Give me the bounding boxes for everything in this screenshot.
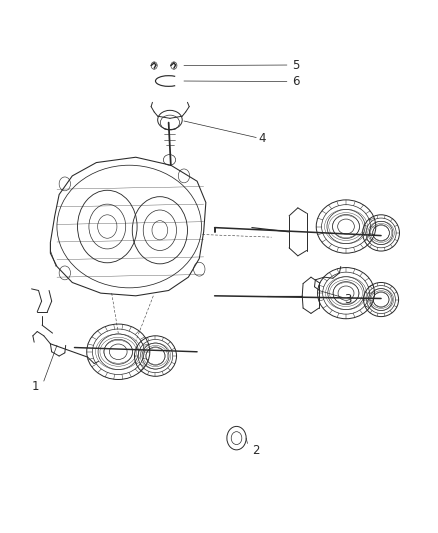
Text: 6: 6 — [293, 75, 300, 88]
Text: 1: 1 — [32, 380, 40, 393]
Text: 2: 2 — [252, 444, 259, 457]
Text: 3: 3 — [344, 293, 351, 306]
Text: 5: 5 — [293, 59, 300, 71]
Text: 4: 4 — [258, 132, 266, 145]
